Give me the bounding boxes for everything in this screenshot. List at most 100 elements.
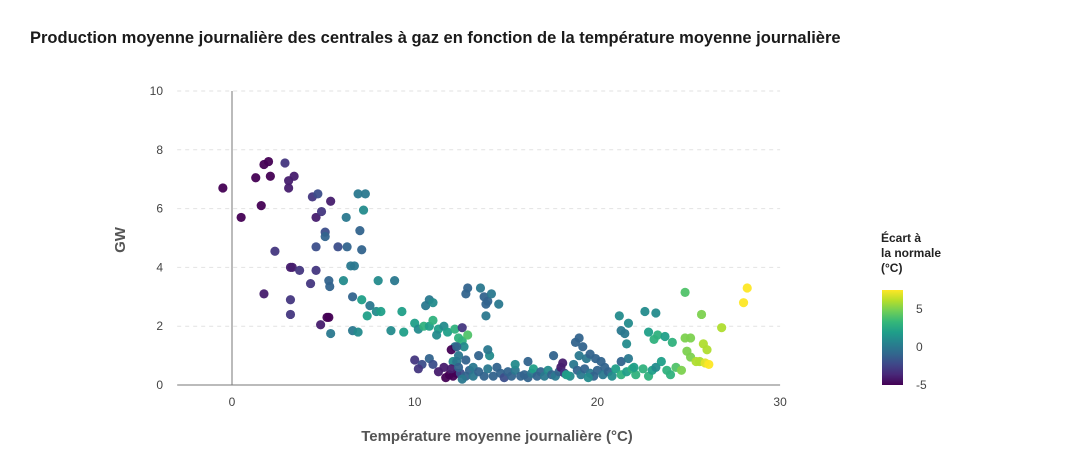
data-point: [284, 176, 294, 186]
data-point: [251, 173, 261, 183]
data-point: [607, 371, 617, 381]
data-point: [432, 330, 442, 340]
data-point: [474, 351, 484, 361]
x-axis-label: Température moyenne journalière (°C): [361, 428, 633, 445]
data-point: [428, 315, 438, 325]
data-point: [611, 364, 621, 374]
data-point: [696, 309, 707, 320]
data-point: [680, 333, 690, 343]
data-point: [667, 337, 677, 347]
data-point: [450, 324, 460, 334]
data-point: [742, 283, 752, 293]
data-point: [320, 231, 330, 242]
data-points: [218, 156, 752, 384]
data-point: [311, 265, 321, 275]
data-point: [355, 226, 365, 236]
data-point: [316, 206, 327, 217]
data-point: [676, 365, 687, 375]
data-point: [218, 183, 228, 193]
data-point: [284, 183, 294, 193]
y-axis-label: GW: [112, 226, 129, 253]
data-point: [651, 308, 661, 318]
data-point: [294, 265, 305, 275]
data-point: [285, 295, 296, 305]
data-point: [428, 298, 438, 308]
data-point: [510, 359, 520, 370]
data-point: [629, 362, 639, 372]
data-point: [311, 242, 321, 252]
data-point: [428, 359, 438, 370]
data-point: [475, 283, 486, 293]
data-point: [353, 189, 363, 199]
data-point: [349, 261, 360, 271]
x-tick-label: 0: [229, 395, 236, 409]
data-point: [441, 373, 451, 383]
data-point: [702, 345, 712, 355]
data-point: [463, 283, 473, 293]
data-point: [483, 345, 493, 355]
data-point: [399, 327, 409, 337]
data-point: [410, 355, 420, 365]
data-point: [324, 312, 334, 322]
data-point: [623, 318, 634, 328]
colorbar-title-line: Écart à: [881, 231, 922, 245]
data-point: [373, 276, 383, 286]
data-point: [548, 351, 559, 361]
y-tick-label: 8: [156, 143, 163, 157]
data-point: [463, 330, 473, 340]
data-point: [270, 246, 280, 256]
data-point: [442, 327, 453, 337]
x-tick-label: 20: [591, 395, 605, 409]
data-point: [376, 306, 386, 317]
data-point: [453, 362, 464, 372]
x-tick-label: 30: [773, 395, 787, 409]
data-point: [333, 242, 343, 252]
data-point: [680, 287, 690, 297]
data-point: [717, 323, 727, 333]
data-point: [486, 289, 497, 299]
data-point: [574, 333, 584, 343]
data-point: [342, 242, 352, 252]
data-point: [638, 364, 648, 374]
data-point: [357, 295, 367, 305]
data-point: [704, 359, 714, 370]
data-point: [622, 339, 632, 349]
data-point: [362, 311, 372, 321]
data-point: [457, 374, 467, 384]
y-tick-label: 10: [150, 84, 164, 98]
data-point: [614, 311, 624, 321]
data-point: [583, 373, 593, 383]
data-point: [483, 364, 493, 374]
data-point: [459, 342, 469, 352]
data-point: [665, 370, 676, 380]
data-point: [528, 364, 539, 374]
data-point: [653, 330, 663, 340]
data-point: [357, 245, 367, 255]
data-point: [316, 320, 326, 330]
data-point: [353, 327, 363, 337]
data-point: [523, 356, 533, 367]
data-point: [439, 362, 449, 372]
data-point: [326, 328, 336, 339]
data-point: [574, 351, 584, 361]
y-tick-label: 6: [156, 202, 163, 216]
data-point: [651, 362, 661, 372]
colorbar-title-line: (°C): [881, 261, 903, 275]
axes: [177, 91, 781, 386]
data-point: [446, 364, 456, 374]
data-point: [452, 342, 462, 352]
data-point: [413, 364, 423, 374]
colorbar-ticks: 5 0 -5: [916, 302, 927, 392]
data-point: [738, 298, 749, 308]
chart-title: Production moyenne journalière des centr…: [30, 29, 841, 47]
colorbar-title-line: la normale: [881, 246, 942, 260]
data-point: [305, 278, 316, 289]
data-point: [285, 309, 296, 320]
data-point: [259, 289, 269, 299]
data-point: [631, 370, 641, 380]
data-point: [488, 371, 498, 381]
data-point: [643, 327, 654, 337]
data-point: [623, 353, 634, 364]
colorbar-title: Écart à la normale (°C): [881, 231, 941, 276]
